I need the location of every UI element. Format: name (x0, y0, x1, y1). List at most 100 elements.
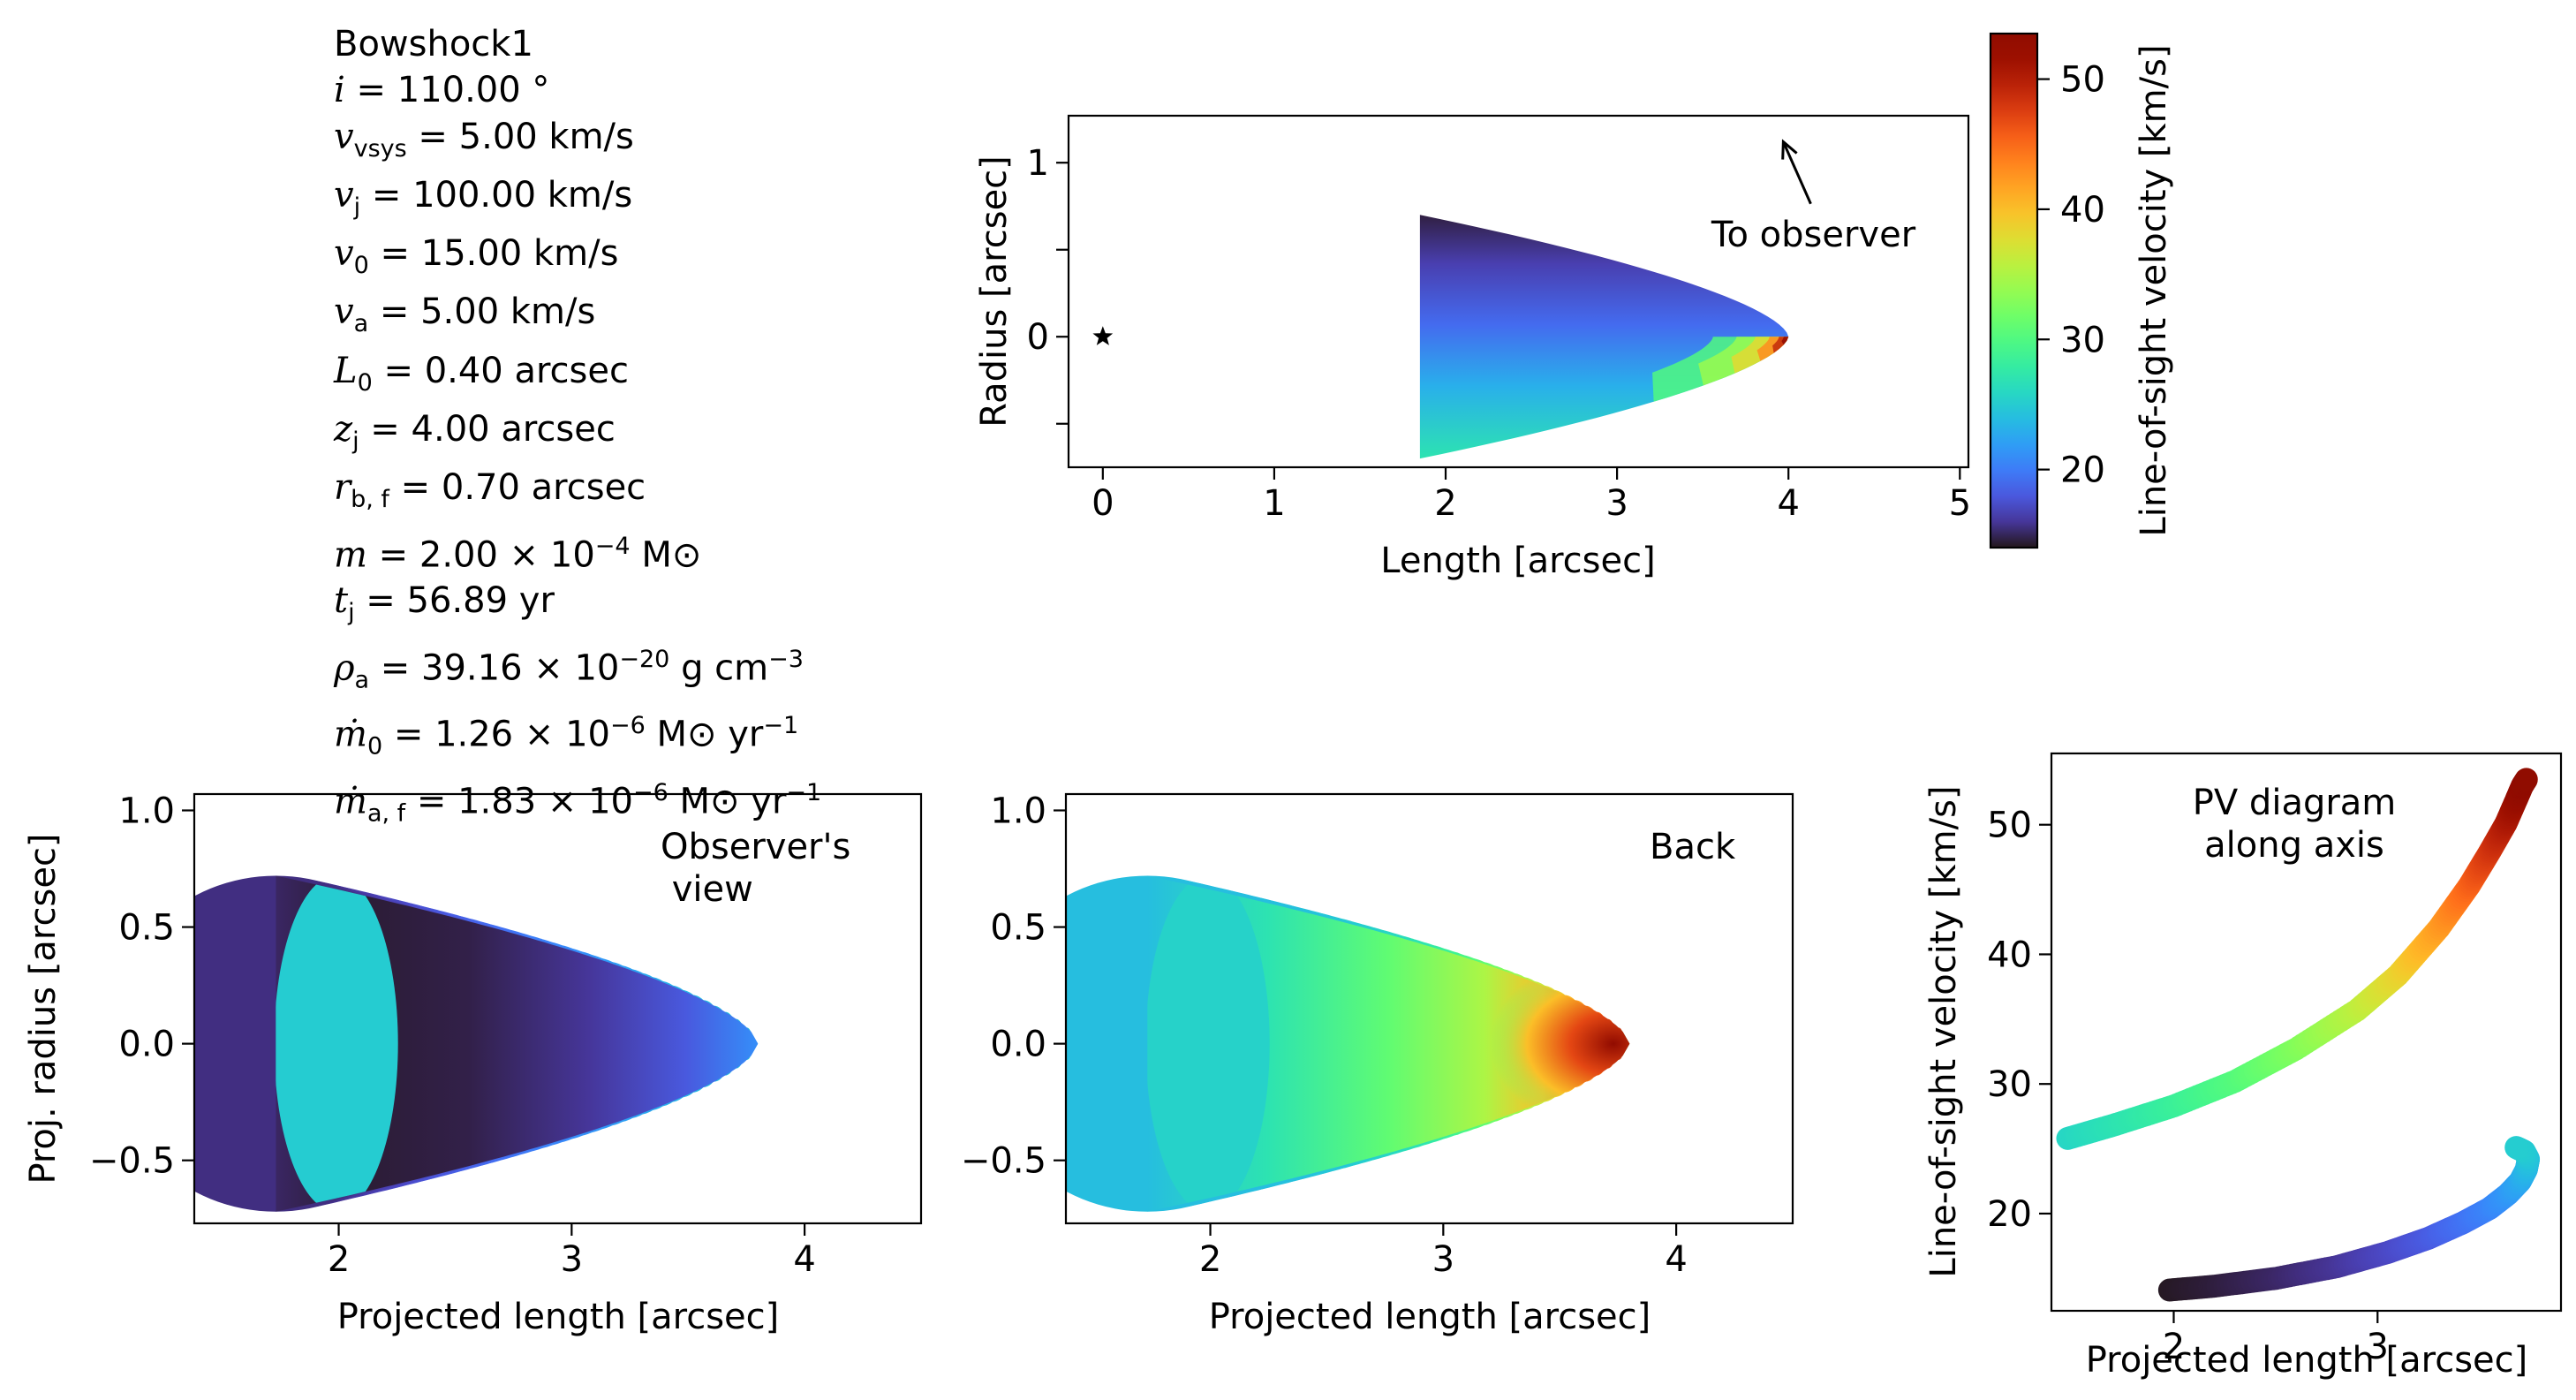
morphology-frame (1067, 114, 1970, 469)
morphology-xtick-label: 2 (1434, 483, 1456, 524)
morphology-xtick-label: 5 (1949, 483, 1971, 524)
head-hot-spot (1490, 955, 1630, 1132)
colorbar-tick-label: 20 (2060, 450, 2105, 491)
parameter-line: zj = 4.00 arcsec (334, 409, 616, 456)
shell-opening (1147, 875, 1270, 1212)
morphology-xtick-label: 0 (1092, 483, 1114, 524)
parameter-line: m = 2.00 × 10−4 M⊙ (334, 532, 702, 575)
colorbar-label: Line-of-sight velocity [km/s] (2134, 44, 2174, 536)
parameter-symbol: L (334, 350, 358, 391)
parameter-subscript: b, f (351, 486, 389, 514)
pv-diagram-ytick-label: 30 (1987, 1064, 2032, 1105)
parameter-symbol: v (334, 291, 354, 333)
observers-view-title-line2: view (661, 869, 753, 910)
morphology-ylabel: Radius [arcsec] (974, 155, 1015, 428)
colorbar-tick-label: 30 (2060, 320, 2105, 360)
parameter-exponent: −6 (633, 778, 669, 806)
observer-arrowhead (1781, 139, 1798, 160)
colorbar: 20 30 40 50 Line-of-sight velocity [km/s] (1989, 32, 2174, 549)
parameter-subscript: a (354, 665, 370, 693)
morphology-axes: 0 1 2 3 4 5 0 1 Length [arcsec] Radius [arcsec… (974, 114, 1971, 581)
back-view-frame (1064, 792, 1794, 1225)
parameter-symbol: i (334, 70, 345, 111)
parameter-symbol: v (334, 174, 354, 216)
back-view-xtick-label: 3 (1432, 1239, 1454, 1280)
observers-view-frame (193, 792, 923, 1225)
parameter-exponent: −1 (786, 778, 822, 806)
colorbar-gradient (1991, 34, 2037, 548)
parameter-exponent: −4 (594, 532, 631, 560)
parameter-subscript: j (352, 428, 359, 456)
parameter-symbol: v (334, 116, 354, 157)
back-view-title: Back (1650, 827, 1736, 867)
back-view-ytick-label: 0.0 (990, 1025, 1046, 1065)
observers-view-xtick-label: 3 (561, 1239, 583, 1280)
parameter-line: ṁ0 = 1.26 × 10−6 M⊙ yr−1 (334, 712, 799, 761)
pv-diagram-frame (2050, 752, 2563, 1313)
parameter-line: tj = 56.89 yr (334, 580, 555, 627)
observers-view-ylabel: Proj. radius [arcsec] (23, 833, 64, 1184)
parameter-subscript: 0 (357, 368, 373, 397)
morphology-xtick-label: 4 (1777, 483, 1799, 524)
bowshock-shell (1419, 215, 1789, 459)
observers-view-xlabel: Projected length [arcsec] (337, 1297, 780, 1337)
parameter-exponent: −6 (609, 712, 646, 740)
observer-arrow (1782, 140, 1812, 205)
parameter-line: i = 110.00 ° (334, 70, 550, 111)
star-marker (1092, 326, 1114, 345)
parameter-subscript: vsys (353, 134, 407, 163)
observers-view-ytick-label: 1.0 (118, 791, 175, 831)
back-view-ytick-label: −0.5 (961, 1141, 1046, 1182)
shell-velocity-band (1781, 337, 1789, 345)
shell-opening (276, 875, 398, 1212)
pv-diagram-axes: 2 3 20 30 40 50 PV diagram along axis Projec… (1923, 752, 2563, 1381)
back-view-xlabel: Projected length [arcsec] (1209, 1297, 1651, 1337)
morphology-ytick-label: 1 (1027, 143, 1049, 184)
bowshock-head-glow (1652, 337, 1789, 402)
pv-diagram-ylabel: Line-of-sight velocity [km/s] (1923, 785, 1964, 1277)
parameter-symbol: ṁ (334, 714, 367, 755)
shell-surface (1147, 875, 1630, 1212)
parameter-symbol: r (334, 467, 351, 509)
pv-point (2514, 768, 2538, 791)
parameter-symbol: v (334, 233, 354, 275)
pv-diagram-ytick-label: 50 (1987, 806, 2032, 846)
parameter-lines: i = 110.00 ° vvsys = 5.00 km/s vj = 100.00… (334, 67, 821, 836)
colorbar-frame (1989, 32, 2039, 549)
shell-surface (276, 875, 759, 1212)
observers-view-title-line1: Observer's (661, 827, 850, 867)
pv-point (2504, 1136, 2528, 1160)
pv-diagram-xtick-label: 3 (2367, 1327, 2389, 1367)
pv-diagram-ytick-label: 40 (1987, 935, 2032, 975)
parameter-line: va = 5.00 km/s (334, 291, 596, 338)
parameter-symbol: t (334, 580, 349, 622)
parameter-symbol: z (334, 409, 353, 450)
parameter-exponent: −20 (619, 645, 670, 673)
morphology-xtick-label: 1 (1263, 483, 1285, 524)
parameter-exponent: −1 (763, 712, 799, 740)
colorbar-tick-label: 40 (2060, 190, 2105, 231)
parameter-line: ṁa, f = 1.83 × 10−6 M⊙ yr−1 (334, 778, 822, 828)
back-view-ytick-label: 1.0 (990, 791, 1046, 831)
back-view-axes: 2 3 4 −0.5 0.0 0.5 1.0 Back Projected length … (961, 791, 1794, 1337)
observers-view-axes: 2 3 4 −0.5 0.0 0.5 1.0 Observer's view Projec… (23, 791, 923, 1337)
parameter-line: vvsys = 5.00 km/s (334, 116, 634, 163)
parameter-symbol: ρ (334, 647, 355, 688)
model-name: Bowshock1 (334, 24, 533, 64)
parameter-subscript: a (353, 310, 369, 338)
observers-view-ytick-label: −0.5 (89, 1141, 175, 1182)
parameter-line: rb, f = 0.70 arcsec (334, 467, 646, 514)
parameter-line: ρa = 39.16 × 10−20 g cm−3 (334, 645, 804, 693)
morphology-xtick-label: 3 (1605, 483, 1628, 524)
back-view-xtick-label: 4 (1665, 1239, 1687, 1280)
back-view-xtick-label: 2 (1199, 1239, 1221, 1280)
pv-diagram-xlabel: Projected length [arcsec] (2086, 1340, 2528, 1381)
observers-view-xtick-label: 4 (793, 1239, 815, 1280)
parameter-line: L0 = 0.40 arcsec (334, 350, 629, 397)
parameter-exponent: −3 (768, 645, 804, 673)
parameter-subscript: j (353, 193, 361, 221)
parameter-subscript: a, f (366, 799, 406, 828)
parameter-subscript: 0 (353, 252, 369, 280)
parameter-line: v0 = 15.00 km/s (334, 233, 619, 280)
